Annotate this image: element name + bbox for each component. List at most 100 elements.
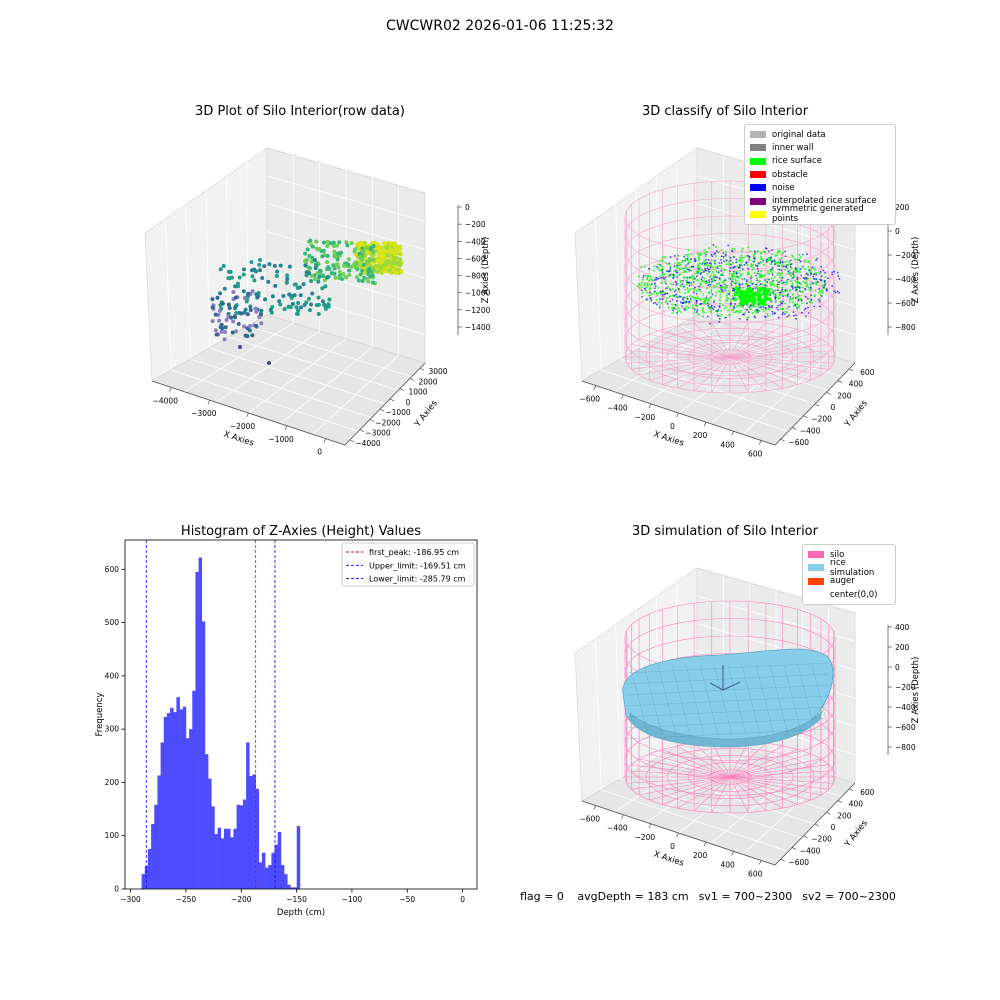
classify-noise-point: [811, 266, 814, 269]
classify-noise-point: [695, 301, 698, 304]
classify-rice-point: [752, 254, 755, 257]
classify-z-label: Z Axies (Depth): [911, 237, 921, 304]
classify-noise-point: [775, 307, 778, 309]
classify-rice-point: [770, 253, 773, 256]
classify-rice-point: [680, 267, 683, 270]
raw-point: [214, 332, 219, 337]
classify-noise-point: [653, 279, 656, 281]
classify-rice-point: [722, 268, 725, 271]
simulation-y-tick-label: 400: [849, 800, 864, 809]
simulation-silo-spoke: [729, 758, 821, 778]
classify-noise-point: [834, 291, 837, 294]
classify-noise-point: [733, 305, 736, 308]
classify-silo-spoke: [626, 350, 731, 358]
raw-point: [307, 253, 312, 258]
histogram-bar: [296, 826, 301, 889]
raw-point: [306, 296, 311, 301]
classify-rice-point: [792, 305, 795, 308]
classify-gridline: [615, 204, 621, 360]
classify-noise-point: [676, 258, 678, 260]
raw-point: [323, 306, 328, 311]
classify-rice-point: [765, 303, 768, 306]
classify-rice-point: [674, 262, 677, 265]
histogram-bars: [141, 557, 301, 889]
histogram-bar: [239, 805, 244, 889]
classify-rice-point: [776, 273, 779, 276]
classify-rice-point: [685, 305, 688, 308]
simulation-silo-spoke: [631, 776, 731, 790]
classify-noise-point: [756, 265, 759, 267]
classify-rice-point: [734, 278, 737, 281]
classify-noise-point: [779, 261, 782, 264]
raw-point: [376, 251, 381, 257]
classify-noise-point: [724, 254, 727, 257]
simulation-y-tick: [837, 800, 842, 803]
classify-noise-point: [825, 289, 828, 292]
classify-rice-point: [780, 282, 783, 285]
classify-noise-point: [661, 269, 664, 271]
classify-rice-point: [803, 261, 806, 264]
classify-rice-point: [683, 292, 686, 295]
histogram-y-tick-label: 100: [105, 831, 120, 840]
classify-rice-point: [704, 297, 707, 300]
classify-noise-point: [780, 269, 783, 272]
classify-noise-point: [764, 316, 767, 319]
classify-rice-point: [664, 255, 667, 258]
classify-noise-point: [654, 301, 657, 304]
classify-rice-point: [798, 304, 801, 307]
classify-rice-point: [758, 295, 762, 299]
classify-noise-point: [787, 278, 789, 281]
raw-point: [310, 291, 315, 296]
classify-noise-point: [658, 306, 661, 309]
simulation-x-tick-label: 600: [748, 869, 763, 878]
classify-noise-point: [731, 280, 733, 283]
classify-y-tick-label: −200: [811, 415, 832, 424]
classify-rice-point: [808, 260, 811, 263]
raw-point: [242, 267, 247, 272]
classify-x-tick: [676, 412, 679, 418]
classify-noise-point: [826, 288, 828, 291]
classify-noise-point: [714, 276, 717, 279]
raw-point: [325, 239, 330, 244]
classify-noise-point: [735, 271, 738, 274]
raw-y-tick-label: 1000: [408, 388, 427, 397]
classify-noise-point: [676, 271, 679, 274]
legend-label: silo: [830, 549, 845, 560]
classify-noise-point: [720, 288, 723, 291]
classify-rice-point: [804, 259, 807, 262]
classify-rice-point: [780, 256, 783, 259]
classify-rice-point: [774, 299, 777, 302]
simulation-y-tick: [849, 788, 854, 792]
simulation-silo-spoke: [639, 758, 731, 778]
classify-noise-point: [680, 295, 682, 298]
histogram-bar: [157, 775, 161, 889]
classify-noise-point: [745, 261, 748, 264]
classify-noise-point: [764, 279, 766, 281]
classify-rice-point: [718, 299, 721, 302]
classify-noise-point: [748, 256, 751, 259]
classify-rice-point: [746, 292, 750, 297]
classify-noise-point: [818, 288, 821, 290]
classify-noise-point: [777, 316, 780, 319]
classify-rice-point: [740, 256, 743, 259]
classify-noise-point: [705, 280, 708, 283]
classify-noise-point: [709, 283, 712, 286]
classify-noise-point: [812, 273, 815, 276]
classify-noise-point: [687, 281, 690, 284]
classify-noise-point: [661, 294, 664, 296]
classify-noise-point: [716, 267, 719, 269]
raw-point: [316, 279, 321, 284]
classify-noise-point: [688, 284, 691, 287]
legend-label: obstacle: [772, 169, 808, 180]
classify-noise-point: [687, 263, 689, 265]
classify-rice-point: [821, 284, 824, 287]
classify-rice-point: [719, 302, 722, 305]
classify-rice-point: [663, 273, 666, 276]
classify-rice-point: [776, 268, 779, 271]
classify-noise-point: [714, 279, 717, 282]
simulation-legend-item: center(0,0): [808, 588, 890, 601]
classify-silo-spoke: [693, 322, 731, 358]
histogram-y-tick-label: 200: [105, 778, 120, 787]
raw-point: [273, 283, 278, 288]
classify-rice-point: [771, 283, 774, 286]
